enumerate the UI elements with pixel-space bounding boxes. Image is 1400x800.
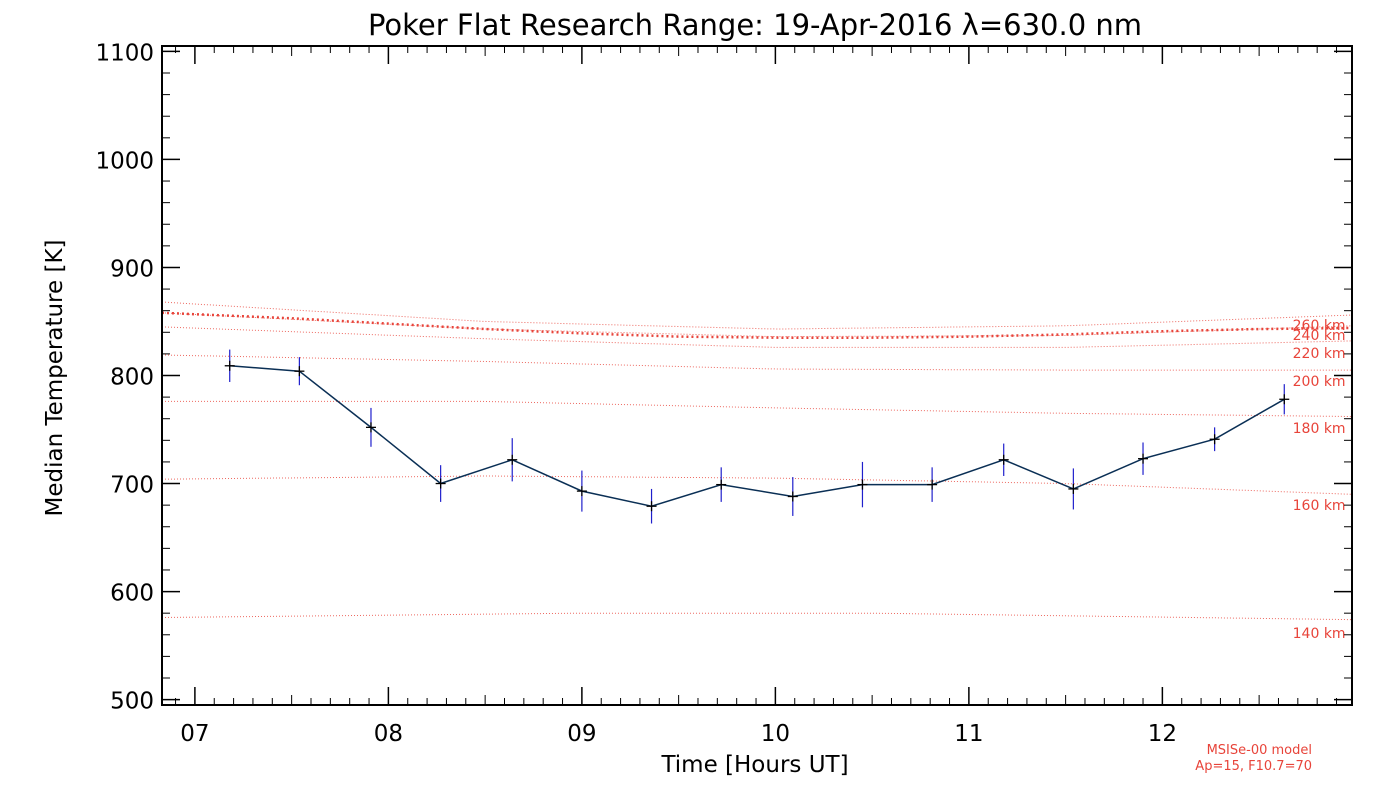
data-point [365,422,376,433]
y-tick-label: 800 [110,365,154,391]
model-note-line2: Ap=15, F10.7=70 [1195,759,1312,774]
y-tick-label: 900 [110,256,154,282]
chart-title: Poker Flat Research Range: 19-Apr-2016 λ… [368,8,1142,42]
altitude-label: 220 km [1293,346,1346,362]
y-tick-label: 500 [110,689,154,715]
msis-model-curves: 140 km 160 km 180 km 200 km 220 km 240 km260 … [161,301,1353,642]
altitude-label: 240 km [1293,328,1346,344]
data-point [224,360,235,371]
y-tick-label: 700 [110,473,154,499]
x-tick-label: 08 [374,721,403,747]
series-line [229,365,1285,507]
data-point [1209,434,1220,445]
msis-curve [161,312,1353,338]
x-axis-label: Time [Hours UT] [660,752,848,778]
data-point [576,486,587,497]
data-point [1068,483,1079,494]
temperature-series [224,349,1290,524]
axes: 07 08 09 10 11 12 500 600 700 800 900 1000 1100 [95,40,1353,747]
msis-curve [162,400,1353,418]
data-point [1138,453,1149,464]
data-point [1279,394,1290,405]
altitude-label: 140 km [1293,626,1346,642]
data-point [507,454,518,465]
altitude-label: 180 km [1293,421,1346,437]
x-tick-label: 12 [1148,721,1177,747]
msis-curve [161,354,1352,371]
msis-model-curve [161,311,1353,339]
x-tick-label: 07 [180,721,209,747]
msis-curve [161,612,1353,621]
msis-curve [161,475,1353,495]
y-tick-label: 1100 [95,40,154,66]
y-tick-label: 600 [110,581,154,607]
plot-frame [161,45,1353,706]
x-tick-label: 10 [761,721,790,747]
msis-curve [161,326,1353,348]
data-point [294,366,305,377]
x-tick-label: 11 [954,721,983,747]
altitude-label: 160 km [1293,498,1346,514]
model-note-line1: MSISe-00 model [1207,743,1312,758]
data-point [927,479,938,490]
y-axis-label: Median Temperature [K] [42,240,68,517]
data-point [787,491,798,502]
data-point [435,478,446,489]
msis-curve [161,301,1353,330]
data-point [716,479,727,490]
altitude-label: 260 km [1293,318,1346,334]
x-tick-label: 09 [567,721,596,747]
data-point [998,454,1009,465]
data-point [857,479,868,490]
y-tick-label: 1000 [95,148,154,174]
altitude-label: 200 km [1293,374,1346,390]
data-point [646,501,657,512]
